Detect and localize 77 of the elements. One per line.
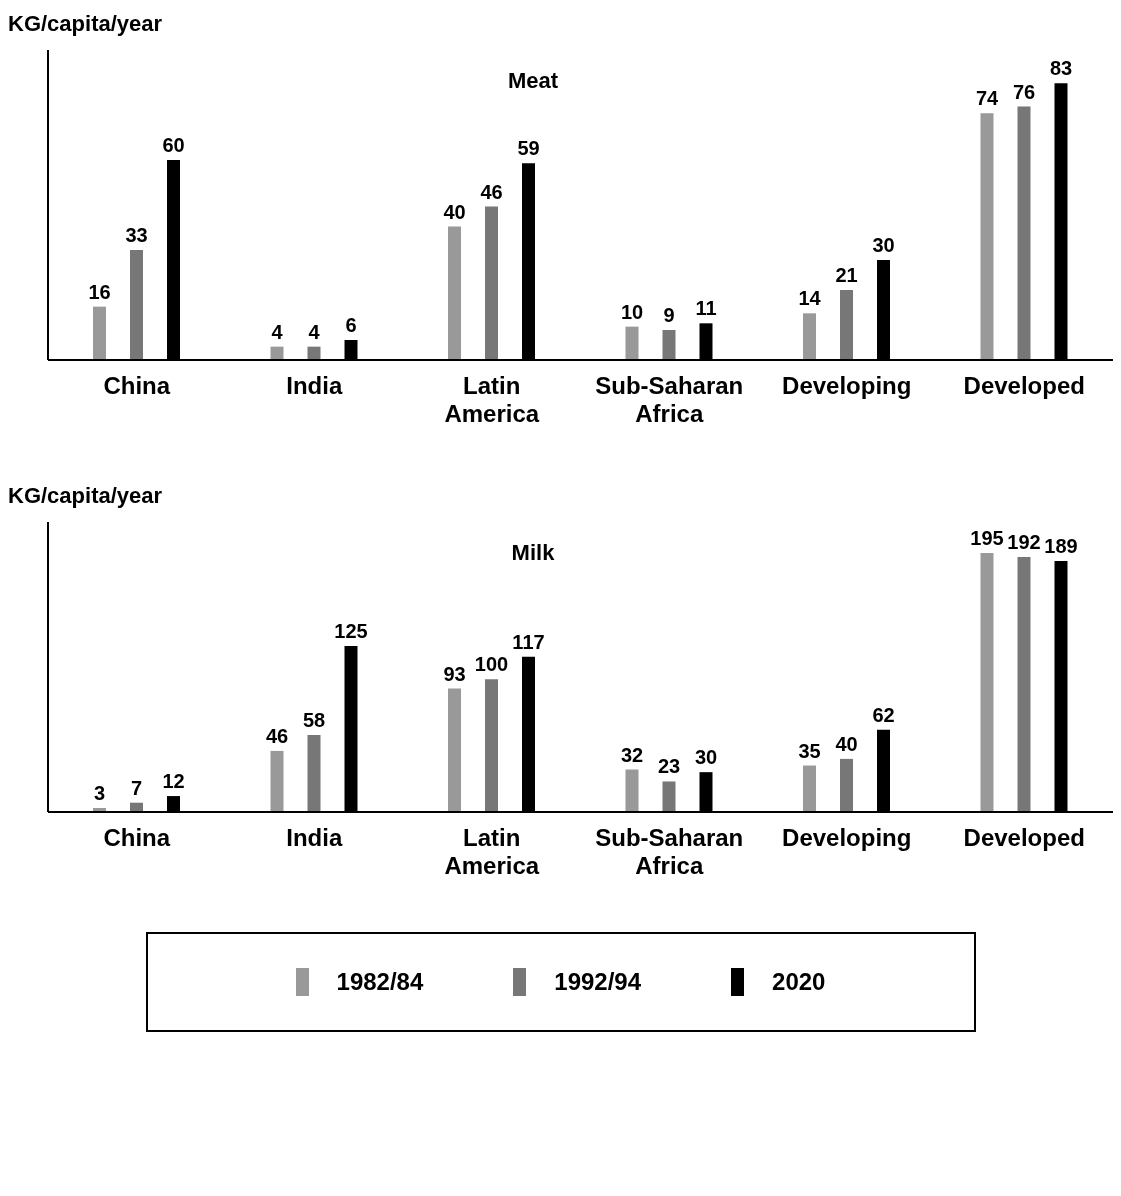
bar <box>803 765 816 812</box>
bar <box>448 688 461 812</box>
x-tick-label: Sub-Saharan Africa <box>595 824 744 879</box>
bar <box>662 329 676 360</box>
x-tick-label: Sub-Saharan Africa <box>595 372 744 427</box>
legend-label: 1992/94 <box>554 968 642 996</box>
bar <box>307 734 321 812</box>
data-label: 3 <box>93 782 106 805</box>
data-label: 30 <box>872 233 895 256</box>
legend-label: 2020 <box>772 968 826 996</box>
y-axis-title: KG/capita/year <box>8 10 164 38</box>
x-tick-label: India <box>286 372 343 399</box>
data-label: 12 <box>162 770 185 793</box>
x-tick-label: Developed <box>963 824 1085 851</box>
bar <box>270 346 284 360</box>
data-label: 32 <box>620 743 644 766</box>
data-label: 40 <box>443 200 466 223</box>
x-tick-label: China <box>103 372 171 399</box>
bar <box>625 326 639 360</box>
data-label: 4 <box>308 320 321 343</box>
x-tick-label: Developing <box>782 824 912 851</box>
bar <box>270 750 284 812</box>
data-label: 35 <box>798 739 821 762</box>
data-label: 23 <box>657 755 681 778</box>
data-label: 7 <box>130 776 143 799</box>
bar <box>840 758 853 812</box>
bar <box>1017 106 1031 360</box>
data-label: 100 <box>474 653 509 676</box>
data-label: 30 <box>694 746 718 769</box>
x-tick-label: India <box>286 824 343 851</box>
chart-title: Meat <box>506 68 560 94</box>
chart-title: Milk <box>510 540 556 566</box>
legend-label: 1982/84 <box>336 968 424 996</box>
bar <box>448 226 461 360</box>
data-label: 62 <box>872 703 895 726</box>
y-axis-title: KG/capita/year <box>8 482 164 510</box>
data-label: 21 <box>835 263 858 286</box>
bar <box>485 679 498 812</box>
x-tick-label: Latin America <box>444 372 540 427</box>
x-tick-label: Developed <box>963 372 1085 399</box>
data-label: 195 <box>970 527 1004 550</box>
bar <box>980 553 994 812</box>
data-label: 58 <box>302 708 326 731</box>
data-label: 40 <box>835 732 858 755</box>
x-tick-label: China <box>103 824 171 851</box>
data-label: 60 <box>162 133 185 156</box>
bar <box>980 113 994 360</box>
data-label: 4 <box>271 320 284 343</box>
bar <box>307 346 321 360</box>
data-label: 33 <box>125 223 148 246</box>
data-label: 59 <box>517 137 540 160</box>
data-label: 83 <box>1049 57 1073 80</box>
data-label: 192 <box>1007 531 1041 554</box>
data-label: 46 <box>480 180 503 203</box>
data-label: 125 <box>334 620 368 643</box>
x-tick-label: Latin America <box>444 824 540 879</box>
data-label: 117 <box>512 630 545 653</box>
data-label: 11 <box>695 297 717 320</box>
bar <box>130 249 143 360</box>
bar <box>625 769 639 812</box>
data-label: 6 <box>345 313 357 336</box>
data-label: 9 <box>663 303 675 326</box>
data-label: 14 <box>798 287 822 310</box>
data-label: 16 <box>88 280 111 303</box>
data-label: 93 <box>443 662 466 685</box>
bar <box>662 781 676 812</box>
data-label: 189 <box>1044 535 1078 558</box>
bar <box>485 206 498 360</box>
data-label: 10 <box>620 300 644 323</box>
bar <box>803 313 816 360</box>
bar <box>1017 557 1031 812</box>
data-label: 46 <box>265 724 289 747</box>
data-label: 76 <box>1012 80 1036 103</box>
bar <box>840 289 853 360</box>
bar <box>93 306 106 360</box>
x-tick-label: Developing <box>782 372 912 399</box>
data-label: 74 <box>975 87 999 110</box>
